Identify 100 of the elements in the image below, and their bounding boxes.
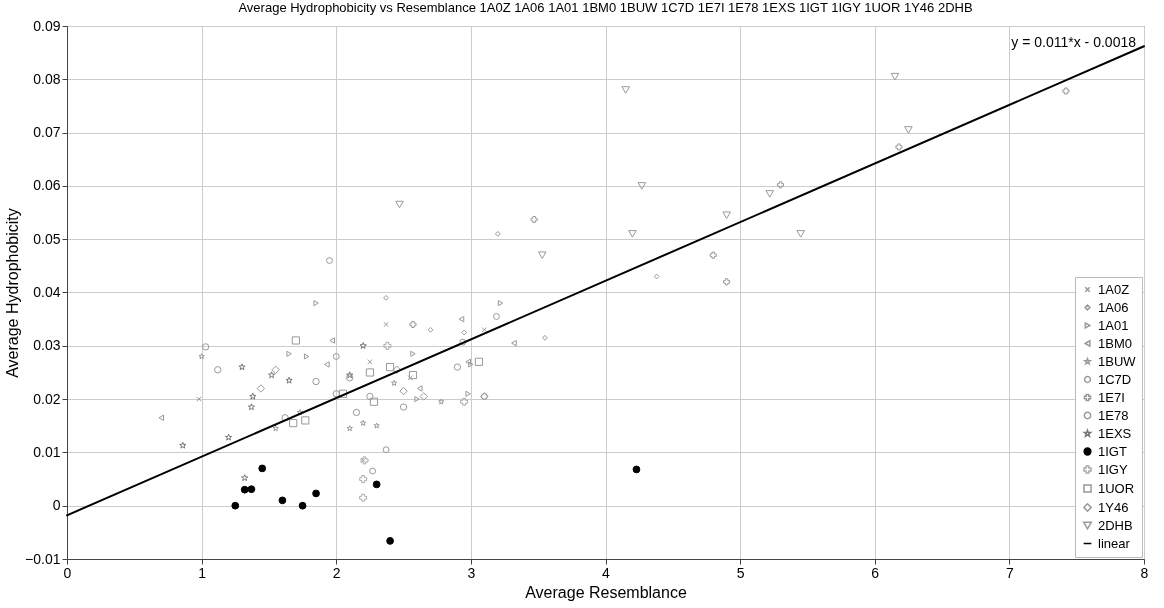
point <box>326 257 333 264</box>
point <box>249 392 257 400</box>
point <box>224 433 233 441</box>
y-tick-label: 0.08 <box>33 70 61 87</box>
point <box>409 320 417 329</box>
point <box>542 334 548 341</box>
point <box>465 358 471 365</box>
point <box>481 327 488 333</box>
point <box>395 200 404 209</box>
legend-label: 2DHB <box>1098 517 1133 533</box>
point <box>366 392 374 401</box>
annotation: y = 0.011*x - 0.0018 <box>1011 34 1137 50</box>
point <box>410 350 416 357</box>
legend-label: 1BM0 <box>1098 335 1132 351</box>
point <box>386 537 394 545</box>
point <box>301 416 310 425</box>
point <box>202 343 210 351</box>
y-tick-label: 0.04 <box>33 284 61 300</box>
legend-label: 1A0Z <box>1098 281 1130 297</box>
point <box>458 315 465 323</box>
point <box>272 425 279 432</box>
point <box>383 294 389 301</box>
x-tick-label: 6 <box>871 564 880 581</box>
legend-label: 1C7D <box>1098 371 1132 387</box>
point <box>360 419 367 426</box>
y-tick-label: 0.02 <box>33 390 61 407</box>
x-tick-label: 2 <box>332 564 341 581</box>
point <box>632 465 641 474</box>
point <box>653 273 660 280</box>
x-tick-label: 1 <box>198 564 207 581</box>
point <box>214 366 222 374</box>
point <box>468 361 474 368</box>
point <box>438 398 445 405</box>
point <box>303 353 310 360</box>
point <box>453 363 462 371</box>
point <box>367 359 373 365</box>
y-tick-label: 0.06 <box>33 177 61 194</box>
point <box>628 230 637 238</box>
point <box>298 501 307 510</box>
point <box>179 441 187 449</box>
legend-label: 1EXS <box>1098 425 1132 441</box>
point <box>408 371 418 380</box>
y-tick-label: −0.01 <box>25 550 61 567</box>
y-tick-label: 0 <box>52 497 61 514</box>
point <box>382 446 390 454</box>
point <box>352 408 361 417</box>
point <box>346 425 353 432</box>
point <box>390 379 398 386</box>
point <box>359 493 368 502</box>
point <box>796 230 805 238</box>
point <box>247 485 256 494</box>
point <box>511 339 517 347</box>
point <box>497 300 504 307</box>
y-tick-label: 0.05 <box>33 230 61 247</box>
legend-label: 1E7I <box>1098 389 1125 405</box>
x-tick-label: 0 <box>63 564 72 581</box>
point <box>278 496 287 505</box>
point <box>621 86 630 94</box>
point <box>359 475 368 484</box>
point <box>332 390 340 398</box>
point <box>329 337 336 344</box>
point <box>285 376 293 384</box>
point <box>291 336 300 345</box>
point <box>383 341 392 350</box>
point <box>427 326 434 333</box>
point <box>494 230 501 237</box>
x-tick-label: 7 <box>1005 564 1014 581</box>
point <box>383 321 389 328</box>
point <box>359 342 367 349</box>
point <box>241 474 249 482</box>
x-axis-title: Average Resemblance <box>525 583 687 601</box>
point <box>459 338 467 346</box>
y-axis-title: Average Hydrophobicity <box>4 208 22 378</box>
chart-title: Average Hydrophobicity vs Resemblance 1A0Z 1A06 1A01 1BM0 1BUW 1C7D 1E7I 1E78 1EXS 1IGT 1IGY 1UOR 1Y46 2DHB <box>238 0 973 15</box>
point <box>281 414 289 422</box>
point <box>338 389 348 398</box>
point <box>313 300 319 307</box>
point <box>722 211 731 219</box>
point <box>895 143 903 151</box>
point <box>723 278 731 286</box>
point <box>709 251 717 259</box>
point <box>474 357 484 366</box>
point <box>461 329 468 336</box>
x-tick-label: 5 <box>736 564 745 581</box>
point <box>198 353 205 360</box>
legend-label: 1A06 <box>1098 299 1129 315</box>
point <box>324 361 330 368</box>
point <box>373 422 380 429</box>
point <box>258 464 267 473</box>
point <box>196 396 202 402</box>
point <box>158 414 165 421</box>
legend-label: 1IGT <box>1098 443 1127 459</box>
point <box>268 371 276 379</box>
point <box>372 480 381 489</box>
point <box>460 397 469 406</box>
y-tick-label: 0.07 <box>33 124 61 141</box>
point <box>312 489 320 498</box>
point <box>365 368 374 377</box>
point <box>238 363 246 371</box>
legend-label: 1BUW <box>1098 353 1137 369</box>
